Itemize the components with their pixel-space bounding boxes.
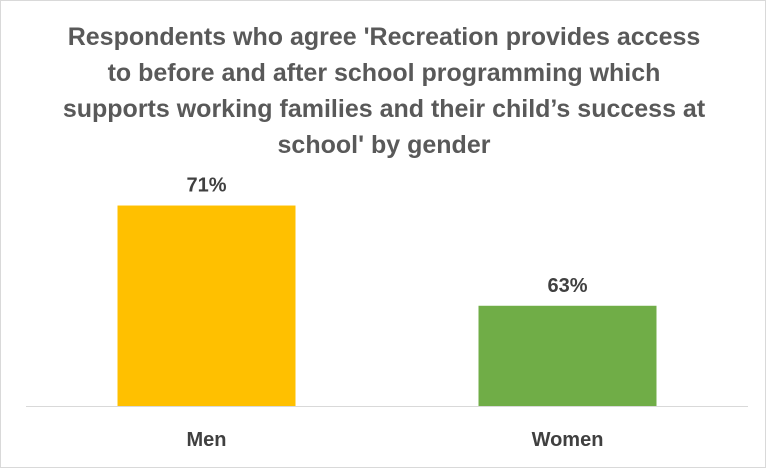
bar-men xyxy=(117,205,296,406)
bar-women xyxy=(478,305,657,406)
data-label-women: 63% xyxy=(547,275,587,297)
data-label-men: 71% xyxy=(186,175,226,197)
category-label-women: Women xyxy=(532,429,604,451)
category-label-men: Men xyxy=(187,429,227,451)
chart-title: Respondents who agree 'Recreation provid… xyxy=(62,23,706,159)
